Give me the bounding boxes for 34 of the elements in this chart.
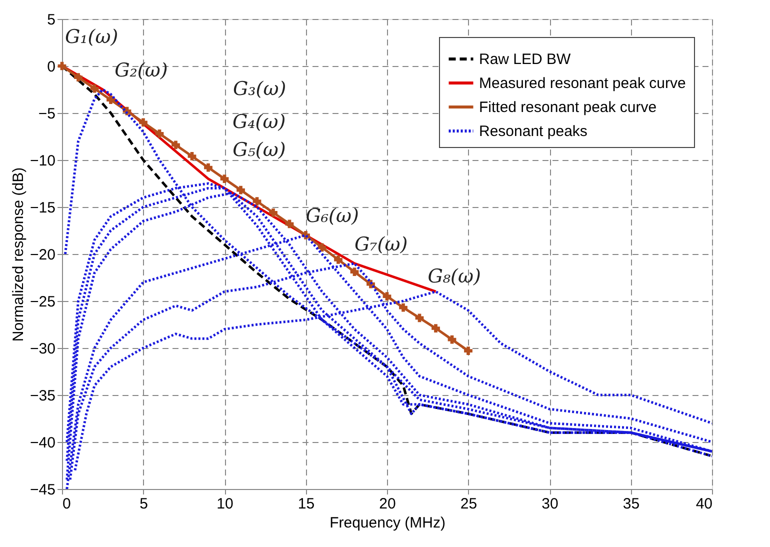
y-tick-label: −20 xyxy=(30,246,56,264)
x-tick-label: 5 xyxy=(140,496,148,512)
y-axis-title: Normalized response (dB) xyxy=(10,167,28,342)
x-tick-label: 35 xyxy=(622,496,640,512)
y-tick-label: −25 xyxy=(30,294,56,310)
y-tick-label: −10 xyxy=(30,152,56,170)
x-tick-label: 10 xyxy=(216,496,234,512)
y-tick-label: −45 xyxy=(30,482,56,498)
annotation: G₇(ω) xyxy=(354,233,408,256)
x-tick-label: 15 xyxy=(298,496,315,512)
y-tick-label: −40 xyxy=(30,434,56,452)
legend-label: Raw LED BW xyxy=(479,51,572,68)
y-tick-label: −5 xyxy=(38,106,56,122)
annotation: G₈(ω) xyxy=(428,266,481,288)
legend-label: Measured resonant peak curve xyxy=(479,75,686,92)
annotation: G₅(ω) xyxy=(232,138,286,161)
y-tick-label: −15 xyxy=(30,200,56,216)
annotation: G₃(ω) xyxy=(233,78,286,100)
x-tick-label: 0 xyxy=(62,496,71,512)
x-tick-label: 30 xyxy=(542,496,558,512)
y-tick-label: 0 xyxy=(47,58,56,76)
y-tick-label: −35 xyxy=(30,388,56,404)
annotation: G₄(ω) xyxy=(232,111,286,134)
legend-label: Fitted resonant peak curve xyxy=(479,99,657,116)
legend-label: Resonant peaks xyxy=(479,123,588,140)
x-tick-label: 40 xyxy=(696,496,712,512)
annotation: G₁(ω) xyxy=(65,26,118,48)
x-axis-title: Frequency (MHz) xyxy=(330,514,446,532)
y-tick-label: −30 xyxy=(30,340,56,358)
x-tick-label: 20 xyxy=(379,496,396,512)
annotation: G₂(ω) xyxy=(114,60,168,82)
y-tick-label: 5 xyxy=(47,12,56,28)
x-tick-label: 25 xyxy=(460,496,478,512)
annotation: G₆(ω) xyxy=(306,205,359,228)
